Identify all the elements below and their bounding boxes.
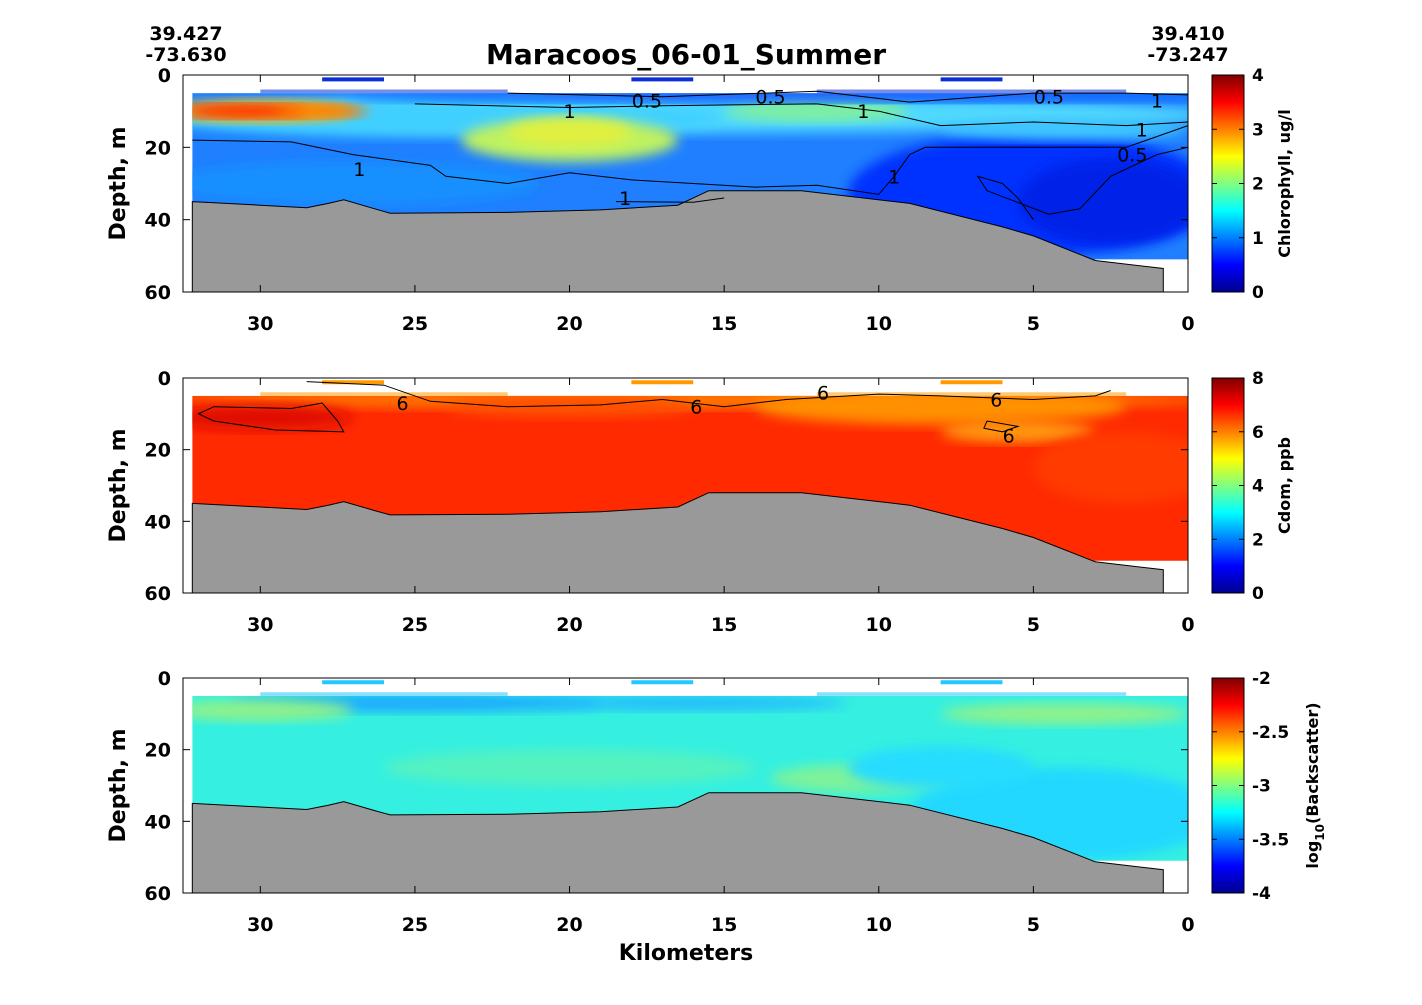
x-tick-label: 15 <box>711 313 737 335</box>
x-tick-label: 20 <box>556 914 582 936</box>
contour-label-3: 0.5 <box>1034 87 1064 109</box>
y-tick-label: 60 <box>145 282 171 304</box>
plot-frame <box>182 74 1189 293</box>
plot-frame <box>182 677 1189 894</box>
contour-label-2: 6 <box>690 397 702 419</box>
y-tick-label: 20 <box>145 740 171 762</box>
y-tick-label: 0 <box>158 368 171 390</box>
x-tick-label: 25 <box>402 914 428 936</box>
contour-label-2: 0.5 <box>755 87 785 109</box>
contour-line-5 <box>615 197 725 203</box>
contour-label-3: 6 <box>817 382 829 404</box>
colorbar-tick-label: 0 <box>1252 584 1264 604</box>
y-axis-label: Depth, m <box>106 728 131 842</box>
contour-line-1 <box>197 402 345 433</box>
colorbar-tick-label: 8 <box>1252 369 1264 389</box>
colorbar-tick-label: -3.5 <box>1252 830 1289 850</box>
x-tick-label: 10 <box>866 614 892 636</box>
x-tick-label: 30 <box>247 313 273 335</box>
x-tick-label: 15 <box>711 614 737 636</box>
x-tick-label: 15 <box>711 914 737 936</box>
colorbar-label: Cdom, ppb <box>1275 437 1294 534</box>
x-tick-label: 5 <box>1027 313 1040 335</box>
colorbar-label: log10(Backscatter) <box>1303 702 1327 868</box>
y-tick-label: 40 <box>145 511 171 533</box>
colorbar-tick-label: 1 <box>1252 229 1264 249</box>
x-tick-label: 20 <box>556 614 582 636</box>
colorbar-label: Chlorophyll, ug/l <box>1275 109 1294 258</box>
colorbar-tick-label: 4 <box>1252 477 1264 497</box>
start-latitude: 39.427 <box>149 23 222 45</box>
y-tick-label: 40 <box>145 210 171 232</box>
x-tick-label: 0 <box>1181 313 1194 335</box>
y-tick-label: 20 <box>145 137 171 159</box>
colorbar-tick-label: -4 <box>1252 884 1271 904</box>
y-tick-label: 0 <box>158 668 171 690</box>
contour-line-1 <box>192 125 1189 195</box>
x-tick-label: 0 <box>1181 914 1194 936</box>
x-axis-label: Kilometers <box>619 941 753 966</box>
x-tick-label: 10 <box>866 313 892 335</box>
x-tick-label: 25 <box>402 614 428 636</box>
colorbar-tick-label: -3 <box>1252 777 1271 797</box>
figure-title: Maracoos_06-01_Summer <box>486 38 886 71</box>
contour-line-2 <box>306 381 1111 408</box>
y-axis-label: Depth, m <box>106 428 131 542</box>
seafloor <box>191 792 1164 894</box>
contour-label-1: 6 <box>397 393 409 415</box>
contour-label-11: 1 <box>619 188 631 210</box>
x-tick-label: 5 <box>1027 614 1040 636</box>
contour-label-4: 1 <box>563 101 575 123</box>
x-tick-label: 20 <box>556 313 582 335</box>
contour-label-8: 0.5 <box>1117 145 1147 167</box>
x-tick-label: 30 <box>247 614 273 636</box>
contour-line-3 <box>414 103 1189 127</box>
contour-label-5: 1 <box>857 101 869 123</box>
colorbar <box>1211 74 1245 293</box>
colorbar-tick-label: 3 <box>1252 120 1264 140</box>
panel-backscatter: 30 25 20 15 10 5 0 0 20 40 60 Depth, m -4 -3.5 -3 -2.5 -… <box>106 668 1327 936</box>
x-tick-label: 10 <box>866 914 892 936</box>
seafloor <box>191 190 1164 293</box>
colorbar-tick-label: -2 <box>1252 669 1271 689</box>
contour-label-9: 1 <box>353 159 365 181</box>
colorbar-tick-label: 0 <box>1252 283 1264 303</box>
colorbar-tick-label: 2 <box>1252 530 1264 550</box>
contour-label-5: 6 <box>1003 425 1015 447</box>
contour-line-3 <box>983 420 1020 433</box>
contour-label-1: 0.5 <box>632 90 662 112</box>
colorbar-tick-label: 4 <box>1252 66 1264 86</box>
y-tick-label: 60 <box>145 883 171 905</box>
contour-label-7: 1 <box>1136 119 1148 141</box>
contour-label-10: 1 <box>888 166 900 188</box>
colorbar-tick-label: -2.5 <box>1252 723 1289 743</box>
colorbar <box>1211 377 1245 594</box>
y-tick-label: 20 <box>145 440 171 462</box>
contour-line-4 <box>976 146 1189 220</box>
y-tick-label: 0 <box>158 65 171 87</box>
contour-line-2 <box>507 90 1189 103</box>
end-longitude: -73.247 <box>1147 44 1228 66</box>
seafloor <box>191 492 1164 594</box>
y-tick-label: 60 <box>145 583 171 605</box>
start-longitude: -73.630 <box>145 44 226 66</box>
x-tick-label: 30 <box>247 914 273 936</box>
y-axis-label: Depth, m <box>106 126 131 240</box>
contour-label-4: 6 <box>990 390 1002 412</box>
x-tick-label: 0 <box>1181 614 1194 636</box>
x-tick-label: 25 <box>402 313 428 335</box>
x-tick-label: 5 <box>1027 914 1040 936</box>
end-latitude: 39.410 <box>1151 23 1224 45</box>
colorbar-tick-label: 6 <box>1252 423 1264 443</box>
plot-frame <box>182 377 1189 594</box>
contour-label-6: 1 <box>1151 90 1163 112</box>
y-tick-label: 40 <box>145 811 171 833</box>
colorbar-tick-label: 2 <box>1252 175 1264 195</box>
